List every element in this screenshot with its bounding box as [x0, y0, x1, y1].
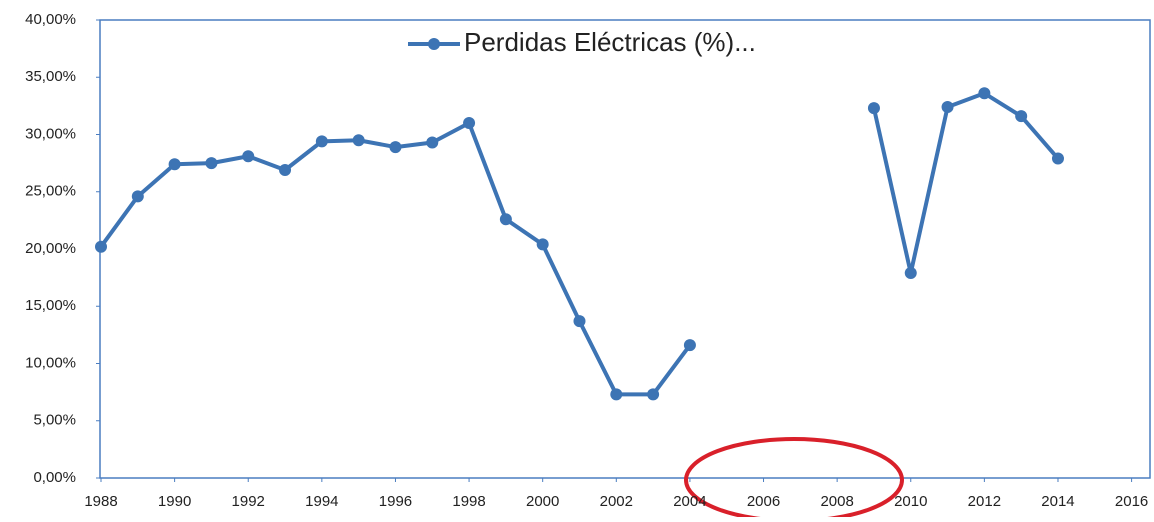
point [131, 190, 144, 203]
y-tick-label: 10,00% [25, 354, 76, 371]
line [99, 121, 692, 397]
line [871, 91, 1060, 276]
x-tick-label: 2012 [968, 493, 1001, 510]
x-tick-label: 2008 [820, 493, 853, 510]
point [426, 136, 439, 149]
x-tick-label: 2016 [1115, 493, 1148, 510]
x-tick-label: 1994 [305, 493, 338, 510]
point [168, 158, 181, 171]
plot-frame [99, 19, 1151, 479]
x-tick-label: 2014 [1041, 493, 1074, 510]
point [389, 141, 402, 154]
y-tick-label: 20,00% [25, 240, 76, 257]
point [499, 213, 512, 226]
x-tick-label: 1992 [232, 493, 265, 510]
y-tick-label: 30,00% [25, 125, 76, 142]
y-tick-label: 15,00% [25, 297, 76, 314]
legend-marker [428, 38, 440, 50]
point [352, 134, 365, 147]
x-tick-label: 2010 [894, 493, 927, 510]
point [242, 150, 255, 163]
y-tick-label: 35,00% [25, 68, 76, 85]
x-tick-label: 2006 [747, 493, 780, 510]
x-tick-label: 2000 [526, 493, 559, 510]
x-tick-label: 1990 [158, 493, 191, 510]
point [1015, 110, 1028, 123]
y-tick-label: 0,00% [33, 469, 76, 486]
y-tick-label: 25,00% [25, 183, 76, 200]
y-tick-label: 5,00% [33, 412, 76, 429]
point [941, 101, 954, 114]
point [205, 157, 218, 170]
y-tick-label: 40,00% [25, 11, 76, 28]
point [536, 238, 549, 251]
point [683, 339, 696, 352]
point [647, 388, 660, 401]
x-tick-label: 2004 [673, 493, 706, 510]
point [610, 388, 623, 401]
point [279, 163, 292, 176]
point [463, 117, 476, 130]
point [978, 87, 991, 100]
point [95, 240, 107, 253]
x-tick-label: 2002 [600, 493, 633, 510]
point [1051, 152, 1064, 165]
point [867, 102, 880, 115]
x-tick-label: 1998 [452, 493, 485, 510]
x-tick-label: 1996 [379, 493, 412, 510]
point [904, 267, 917, 280]
x-tick-label: 1988 [84, 493, 117, 510]
point [315, 135, 328, 148]
legend-label: Perdidas Eléctricas (%)... [464, 27, 756, 57]
point [573, 315, 586, 328]
